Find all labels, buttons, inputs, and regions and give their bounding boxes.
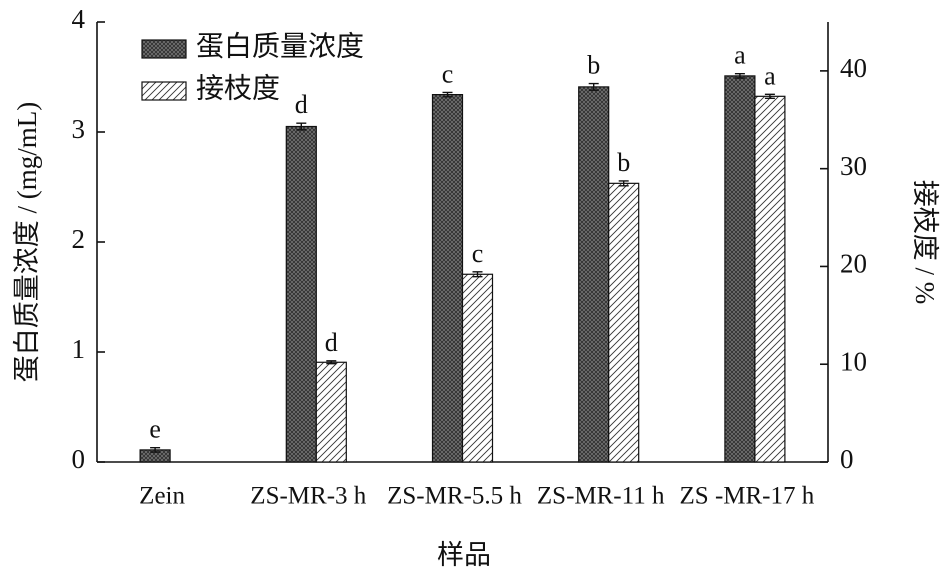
y2-tick-label: 0 (840, 444, 854, 474)
legend-swatch (141, 81, 187, 101)
error-bar (588, 82, 599, 91)
significance-letter: d (325, 328, 338, 357)
legend-label: 蛋白质量浓度 (196, 30, 364, 62)
significance-letter: b (617, 148, 630, 177)
significance-letter: b (587, 51, 600, 80)
significance-letter: c (442, 59, 454, 88)
error-bar (296, 122, 307, 131)
error-bar (472, 271, 483, 278)
error-bar (442, 91, 453, 98)
significance-letter: e (149, 415, 161, 444)
error-bar (326, 360, 337, 365)
y2-axis-label: 接枝度 / % (910, 180, 940, 305)
bar (461, 273, 494, 463)
significance-letter: c (472, 239, 484, 268)
y-axis-label: 蛋白质量浓度 / (mg/mL) (12, 102, 42, 382)
error-bar (764, 93, 775, 99)
x-tick-label: ZS-MR-11 h (537, 483, 665, 510)
error-bar (734, 73, 745, 79)
error-bar (618, 180, 629, 187)
legend-swatch (141, 39, 187, 59)
x-tick-label: Zein (139, 483, 185, 510)
y-tick-label: 4 (72, 4, 86, 34)
bar (431, 93, 464, 463)
bar (315, 361, 347, 463)
x-axis-label: 样品 (437, 540, 491, 570)
x-tick-label: ZS -MR-17 h (680, 483, 815, 510)
y2-tick-label: 30 (840, 151, 867, 181)
bar (754, 95, 786, 463)
bar (578, 86, 610, 463)
y2-tick-label: 40 (840, 53, 867, 83)
y2-tick-label: 10 (840, 346, 867, 376)
y-tick-label: 1 (72, 334, 86, 364)
y-tick-label: 0 (72, 444, 86, 474)
error-bar (150, 447, 161, 453)
significance-letter: a (764, 61, 776, 90)
y2-tick-label: 20 (840, 249, 867, 279)
significance-letter: d (295, 90, 308, 119)
bar (608, 182, 640, 463)
legend-label: 接枝度 (196, 72, 280, 104)
y-tick-label: 3 (72, 114, 86, 144)
bar (724, 75, 756, 463)
significance-letter: a (734, 41, 746, 70)
x-tick-label: ZS-MR-5.5 h (387, 483, 522, 510)
bar (285, 125, 317, 463)
x-tick-label: ZS-MR-3 h (250, 483, 366, 510)
y-tick-label: 2 (72, 224, 86, 254)
